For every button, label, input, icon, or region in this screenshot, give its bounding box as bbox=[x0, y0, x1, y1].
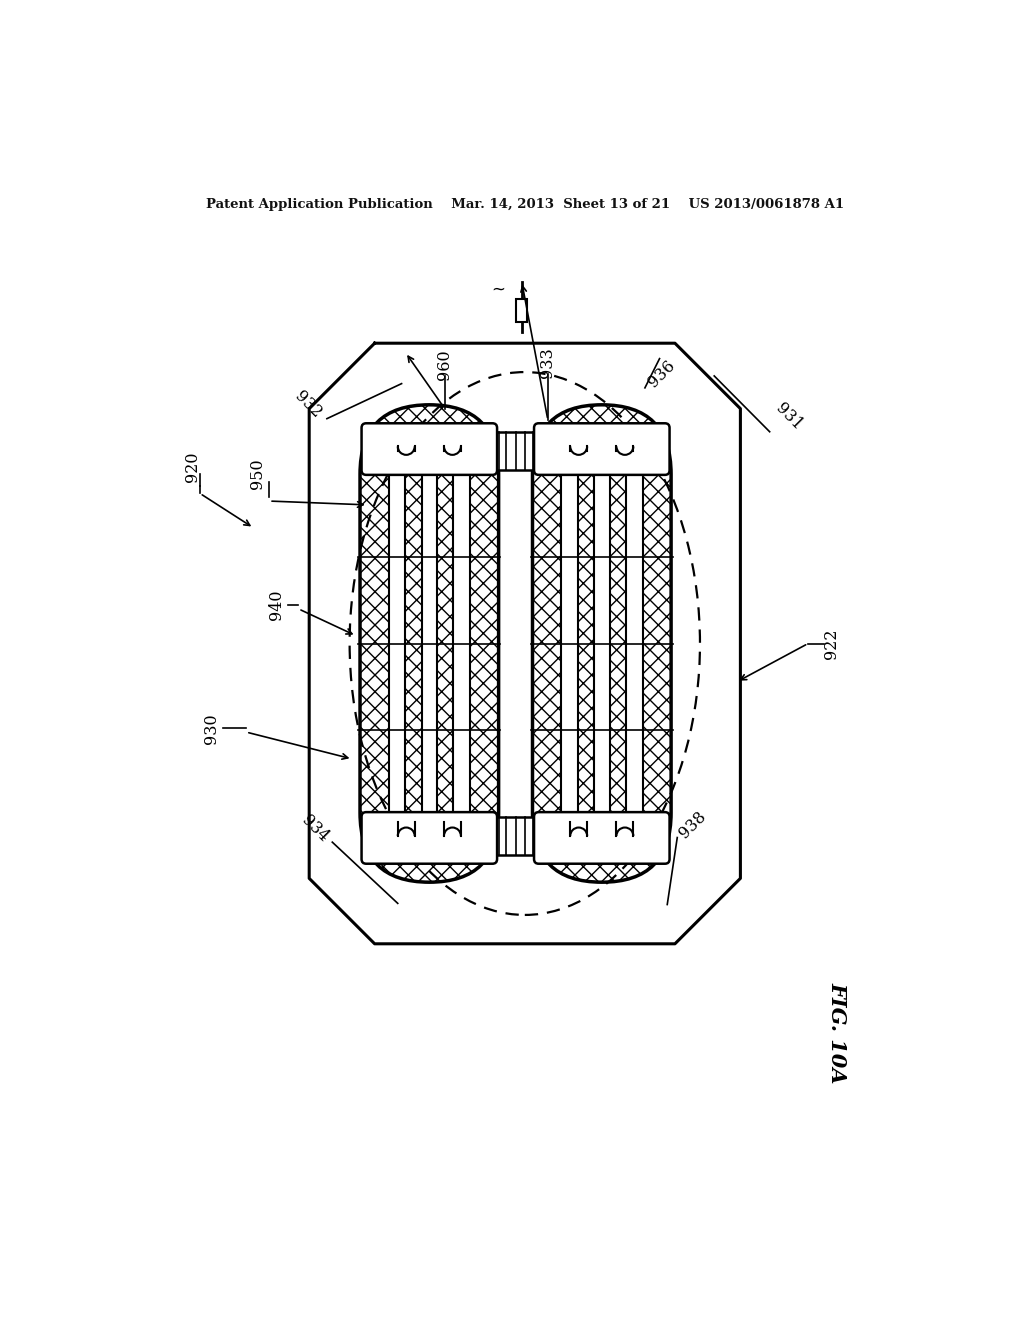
Text: 960: 960 bbox=[436, 350, 454, 380]
Text: 936: 936 bbox=[645, 358, 679, 391]
Text: 931: 931 bbox=[772, 400, 806, 433]
FancyBboxPatch shape bbox=[360, 405, 499, 882]
FancyBboxPatch shape bbox=[361, 424, 497, 475]
Text: 950: 950 bbox=[249, 459, 266, 490]
Bar bbox=[516, 300, 527, 322]
Text: FIG. 10A: FIG. 10A bbox=[827, 982, 848, 1084]
Bar bbox=[594, 470, 609, 817]
Bar bbox=[626, 470, 643, 817]
FancyBboxPatch shape bbox=[532, 405, 671, 882]
Text: 933: 933 bbox=[540, 347, 556, 378]
Text: 940: 940 bbox=[268, 590, 286, 620]
Text: 934: 934 bbox=[299, 812, 332, 845]
FancyBboxPatch shape bbox=[361, 812, 497, 863]
Bar bbox=[486, 817, 545, 855]
FancyBboxPatch shape bbox=[535, 424, 670, 475]
Text: 930: 930 bbox=[203, 713, 220, 743]
Text: 938: 938 bbox=[676, 808, 710, 841]
Bar bbox=[422, 470, 437, 817]
Text: Patent Application Publication    Mar. 14, 2013  Sheet 13 of 21    US 2013/00618: Patent Application Publication Mar. 14, … bbox=[206, 198, 844, 211]
Bar bbox=[454, 470, 470, 817]
Bar bbox=[486, 432, 545, 470]
Text: ~: ~ bbox=[492, 280, 506, 298]
Text: 922: 922 bbox=[822, 628, 840, 659]
Bar bbox=[388, 470, 406, 817]
FancyBboxPatch shape bbox=[535, 812, 670, 863]
Bar bbox=[561, 470, 578, 817]
Text: 932: 932 bbox=[291, 388, 325, 421]
Text: 920: 920 bbox=[183, 451, 201, 482]
